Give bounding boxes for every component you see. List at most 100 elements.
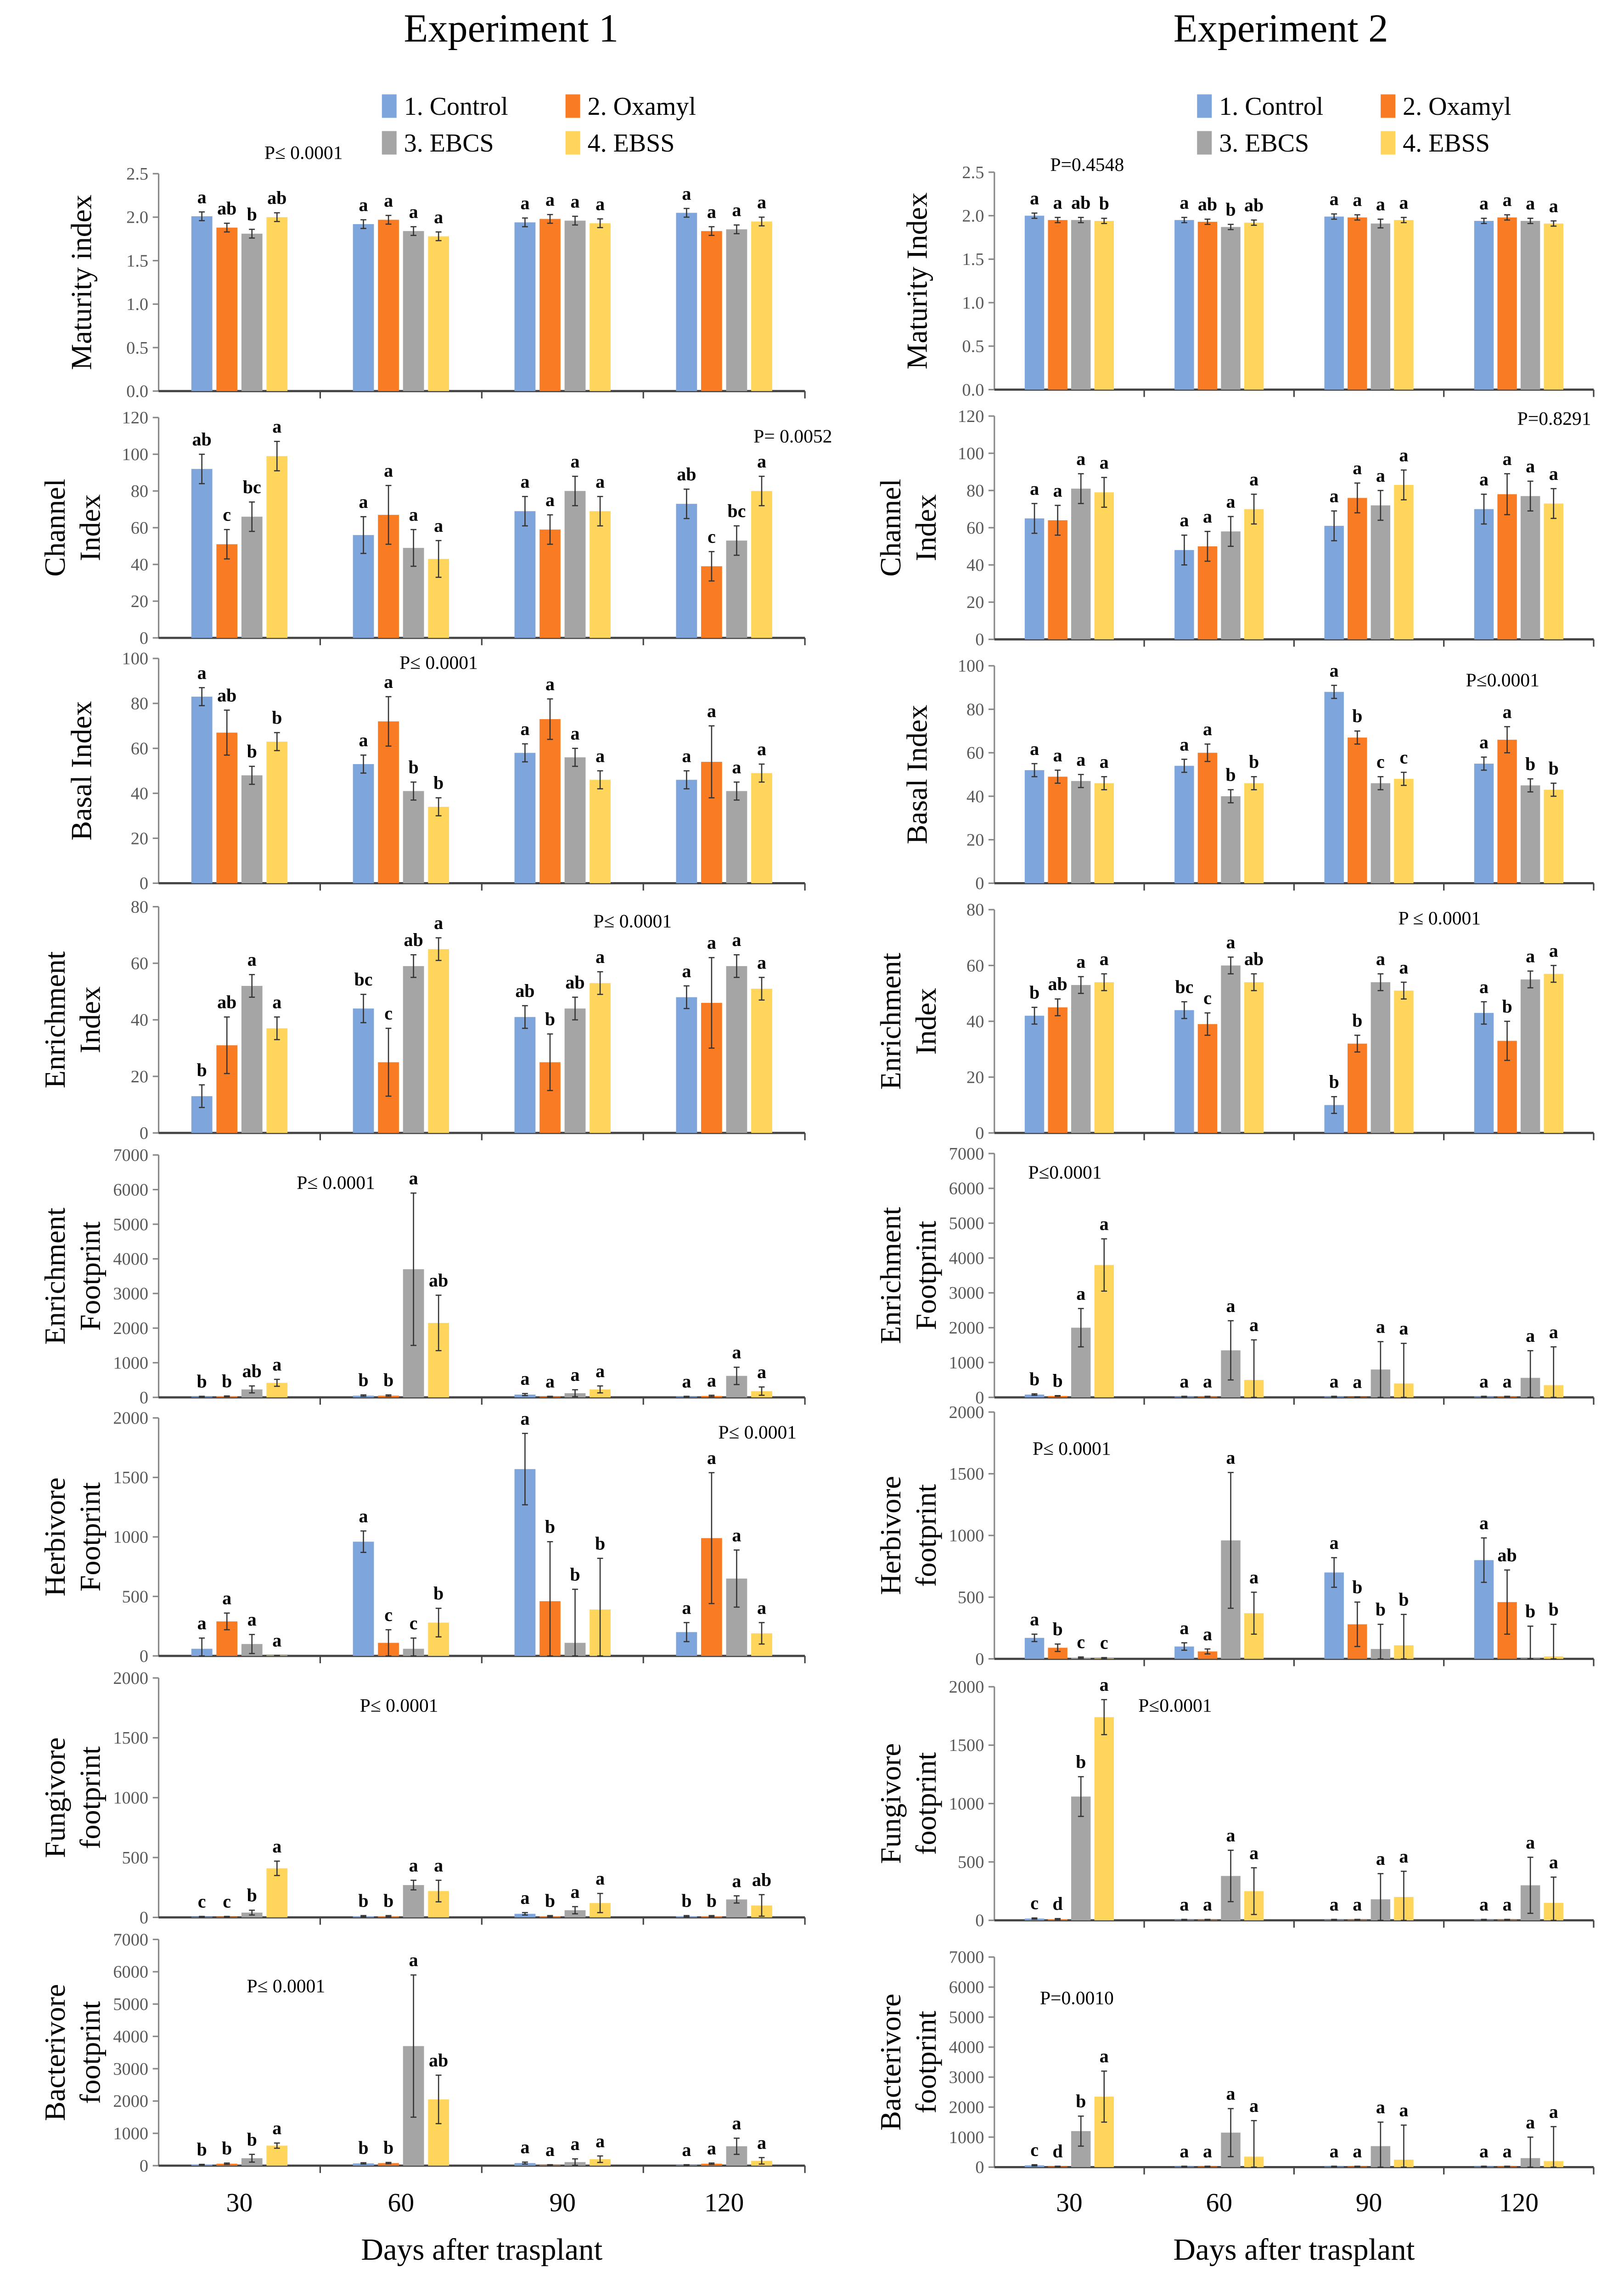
significance-letter: b [1352, 1010, 1362, 1030]
legend-label: 2. Oxamyl [588, 92, 696, 121]
y-tick-label: 80 [131, 897, 148, 917]
significance-letter: a [1549, 196, 1558, 216]
bar [514, 1017, 536, 1133]
y-tick-label: 6000 [113, 1180, 148, 1199]
significance-letter: a [757, 739, 766, 760]
significance-letter: a [732, 1525, 741, 1545]
legend-swatch [1381, 94, 1396, 118]
significance-letter: b [545, 1516, 555, 1537]
significance-letter: a [1053, 192, 1062, 213]
bar [428, 806, 449, 884]
y-tick-label: 1500 [113, 1728, 148, 1748]
bar [1048, 777, 1067, 884]
significance-letter: a [1226, 932, 1236, 952]
experiment-title: Experiment 2 [1174, 6, 1388, 50]
y-tick-label: 6000 [949, 1978, 984, 1997]
significance-letter: a [1249, 1842, 1258, 1863]
bar [378, 721, 399, 884]
significance-letter: a [1249, 1315, 1258, 1335]
significance-letter: b [1225, 765, 1236, 785]
bar [539, 529, 561, 638]
y-axis-label-line: footprint [74, 1746, 107, 1849]
significance-letter: ab [242, 1361, 262, 1381]
significance-letter: b [272, 707, 282, 728]
y-axis-label-line: footprint [74, 2001, 107, 2104]
significance-letter: ab [429, 1270, 448, 1290]
bar [751, 491, 772, 638]
significance-letter: a [1226, 2083, 1236, 2104]
significance-letter: a [1180, 1617, 1189, 1638]
significance-letter: a [1479, 469, 1489, 490]
significance-letter: ab [677, 464, 696, 484]
bar [241, 233, 263, 391]
bar [1048, 520, 1067, 640]
significance-letter: a [1479, 976, 1489, 997]
bar [1221, 965, 1241, 1133]
significance-letter: b [1076, 1751, 1086, 1772]
y-axis-label-line: Basal Index [901, 705, 933, 844]
significance-letter: b [681, 1890, 691, 1911]
significance-letter: c [1030, 1893, 1039, 1913]
significance-letter: a [1249, 2095, 1258, 2116]
y-tick-label: 0 [140, 1388, 148, 1407]
y-tick-label: 1000 [113, 1528, 148, 1547]
significance-letter: c [384, 1604, 393, 1625]
significance-letter: a [682, 961, 691, 981]
significance-letter: a [1053, 745, 1062, 765]
bar [726, 540, 747, 638]
y-tick-label: 3000 [113, 1284, 148, 1304]
bar [266, 456, 288, 638]
significance-letter: a [595, 745, 605, 766]
significance-letter: b [433, 772, 444, 793]
bar [564, 757, 586, 884]
bar [216, 227, 238, 391]
y-tick-label: 2000 [113, 2092, 148, 2111]
significance-letter: b [1525, 754, 1535, 774]
significance-letter: a [732, 929, 741, 950]
y-axis-label-line: Herbivore [39, 1477, 71, 1596]
bar [266, 742, 288, 884]
significance-letter: a [707, 932, 716, 953]
panel: 0.0 0.5 1.0 1.5 2.0 2.5 Maturity Index P=0.4548… [901, 154, 1595, 400]
significance-letter: a [732, 1870, 741, 1891]
significance-letter: b [409, 757, 419, 777]
significance-letter: a [757, 1597, 766, 1618]
y-tick-label: 0 [975, 874, 984, 893]
significance-letter: b [570, 1564, 580, 1585]
bar [590, 780, 611, 884]
y-tick-label: 0 [975, 1124, 984, 1143]
bar [403, 1885, 424, 1918]
legend-label: 1. Control [1219, 92, 1323, 121]
significance-letter: a [1226, 1295, 1236, 1316]
significance-letter: a [1399, 2100, 1408, 2121]
significance-letter: a [1353, 190, 1362, 210]
y-tick-label: 1500 [113, 1468, 148, 1487]
bar [1197, 1651, 1218, 1659]
bar [1324, 526, 1344, 640]
bar [701, 231, 722, 391]
significance-letter: b [247, 1885, 257, 1906]
significance-letter: a [757, 451, 766, 472]
significance-letter: b [1099, 193, 1109, 214]
y-tick-label: 0 [140, 874, 148, 893]
significance-letter: a [434, 912, 443, 933]
bar [1544, 503, 1563, 640]
y-axis-label-line: Maturity index [65, 195, 97, 370]
significance-letter: c [198, 1891, 206, 1912]
p-value: P ≤ 0.0001 [1399, 907, 1481, 929]
y-tick-label: 500 [122, 1848, 149, 1868]
bar [726, 791, 747, 884]
significance-letter: a [1100, 751, 1109, 772]
y-tick-label: 20 [966, 830, 984, 850]
significance-letter: a [1100, 452, 1109, 473]
panel: 0 500 1000 1500 2000 Fungivore footprint P≤ 0.0… [39, 1669, 806, 1927]
significance-letter: a [434, 1855, 443, 1875]
y-tick-label: 7000 [113, 1146, 148, 1165]
significance-letter: a [1203, 2141, 1212, 2161]
y-tick-label: 1.0 [126, 295, 148, 314]
bar [1474, 221, 1494, 390]
x-tick-label: 60 [1206, 2188, 1232, 2217]
significance-letter: a [1526, 456, 1535, 477]
significance-letter: a [1479, 193, 1489, 214]
